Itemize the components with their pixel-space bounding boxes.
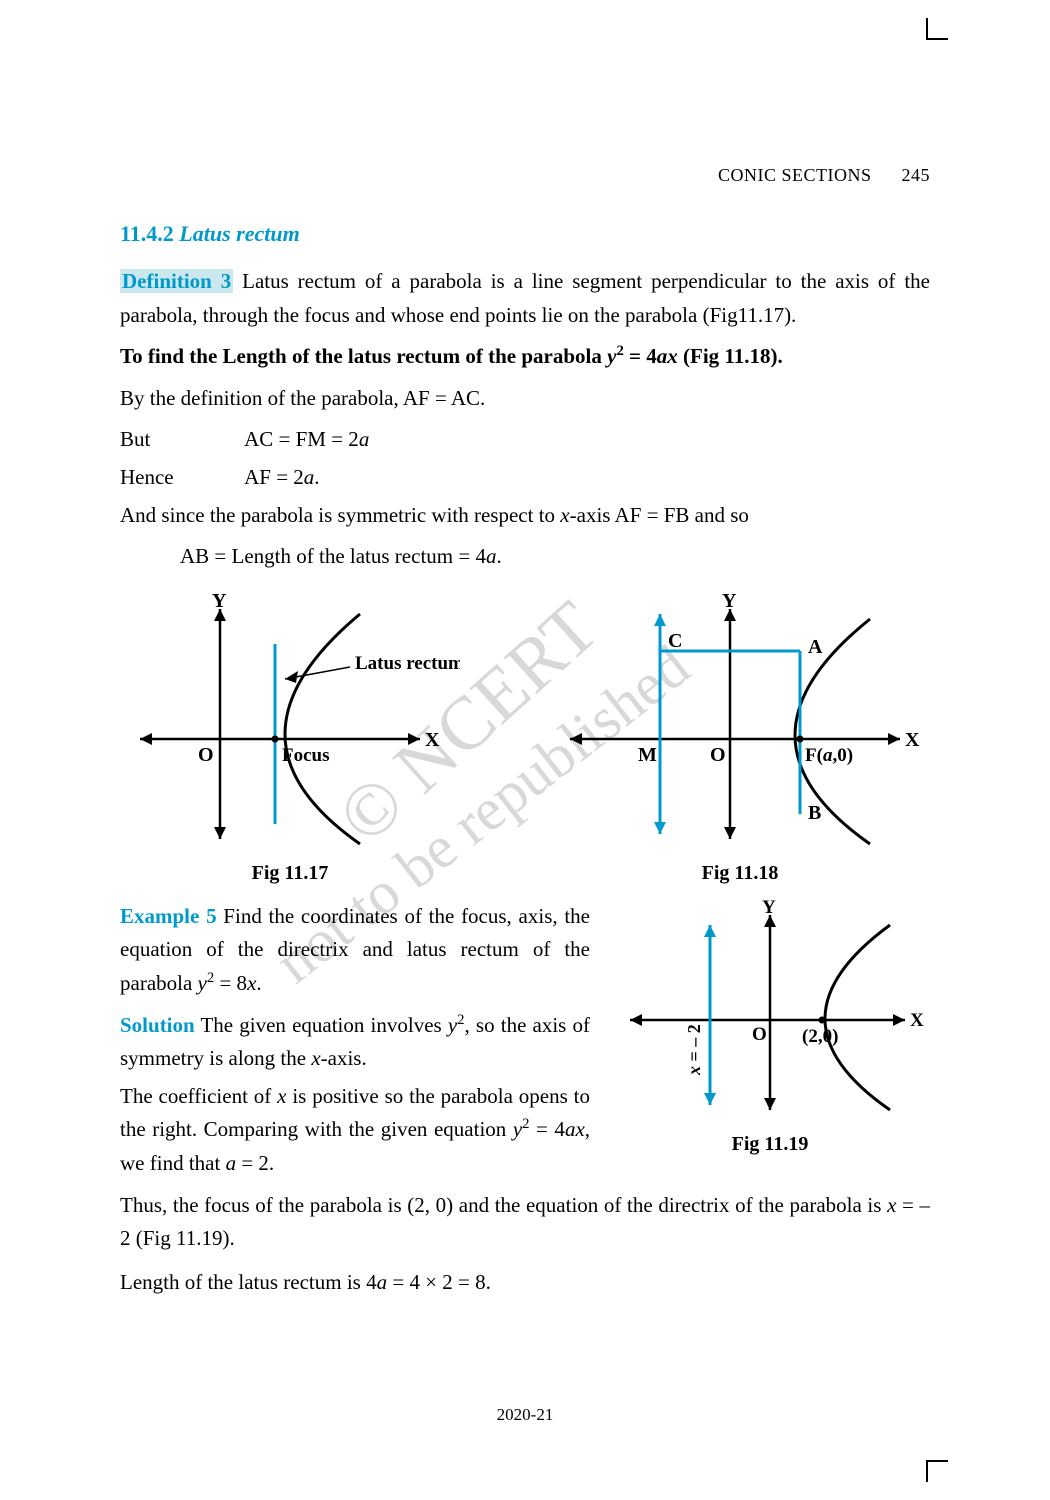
example-text-column: Example 5 Find the coordinates of the fo…	[120, 900, 590, 1189]
example-label: Example 5	[120, 904, 217, 928]
solution-p3: Thus, the focus of the parabola is (2, 0…	[120, 1189, 930, 1256]
definition-text: Definition 3 Latus rectum of a parabola …	[120, 265, 930, 332]
section-title: Latus rectum	[179, 221, 299, 246]
fig-11-19: Y X O (2,0) x = – 2 Fig 11.19	[610, 900, 930, 1189]
line-ab-length: AB = Length of the latus rectum = 4a.	[120, 540, 930, 574]
svg-text:B: B	[808, 802, 821, 824]
svg-text:O: O	[198, 744, 214, 766]
fig-11-19-caption: Fig 11.19	[610, 1133, 930, 1156]
solution-label: Solution	[120, 1013, 195, 1037]
example-row: Example 5 Find the coordinates of the fo…	[120, 900, 930, 1189]
line-af-ac: By the definition of the parabola, AF = …	[120, 382, 930, 416]
section-heading: 11.4.2 Latus rectum	[120, 221, 930, 247]
line-hence: Hence AF = 2a.	[120, 461, 930, 495]
solution-p2: The coefficient of x is positive so the …	[120, 1080, 590, 1181]
crop-mark	[926, 1460, 948, 1462]
fig-11-19-svg: Y X O (2,0) x = – 2	[610, 900, 930, 1120]
fig-11-17: Y X O Focus Latus rectum Fig 11.17	[120, 589, 460, 885]
svg-text:Y: Y	[762, 900, 776, 918]
line-but: But AC = FM = 2a	[120, 423, 930, 457]
svg-text:Focus: Focus	[282, 745, 330, 766]
svg-text:X: X	[910, 1010, 924, 1031]
svg-text:M: M	[638, 744, 657, 766]
svg-text:Y: Y	[722, 590, 737, 612]
svg-text:Y: Y	[212, 590, 227, 612]
fig-11-17-caption: Fig 11.17	[120, 862, 460, 885]
chapter-title: CONIC SECTIONS	[718, 165, 872, 185]
svg-text:O: O	[710, 744, 726, 766]
svg-text:X: X	[905, 729, 920, 751]
crop-mark	[926, 1460, 928, 1482]
line-symmetric: And since the parabola is symmetric with…	[120, 499, 930, 533]
fig-11-18: Y X O M C A B F(a,0) Fig 11.18	[550, 589, 930, 885]
svg-text:x = – 2: x = – 2	[684, 1024, 704, 1076]
figures-row: Y X O Focus Latus rectum Fig 11.17	[120, 589, 930, 885]
svg-text:C: C	[668, 630, 682, 652]
fig-11-18-caption: Fig 11.18	[550, 862, 930, 885]
definition-label: Definition 3	[120, 269, 233, 293]
fig-11-17-svg: Y X O Focus Latus rectum	[120, 589, 460, 849]
section-number: 11.4.2	[120, 221, 174, 246]
example-statement: Example 5 Find the coordinates of the fo…	[120, 900, 590, 1001]
svg-text:A: A	[808, 636, 823, 658]
svg-text:F(a,0): F(a,0)	[805, 745, 853, 766]
page-header: CONIC SECTIONS 245	[120, 165, 930, 186]
solution-p4: Length of the latus rectum is 4a = 4 × 2…	[120, 1266, 930, 1300]
footer-year: 2020-21	[0, 1405, 1050, 1425]
svg-text:Latus rectum: Latus rectum	[355, 653, 460, 674]
page-number: 245	[902, 165, 931, 185]
svg-text:O: O	[752, 1024, 767, 1045]
fig-11-18-svg: Y X O M C A B F(a,0)	[550, 589, 930, 849]
svg-text:(2,0): (2,0)	[802, 1026, 838, 1047]
solution-p1: Solution The given equation involves y2,…	[120, 1009, 590, 1076]
svg-text:X: X	[425, 729, 440, 751]
find-length-heading: To find the Length of the latus rectum o…	[120, 340, 930, 374]
